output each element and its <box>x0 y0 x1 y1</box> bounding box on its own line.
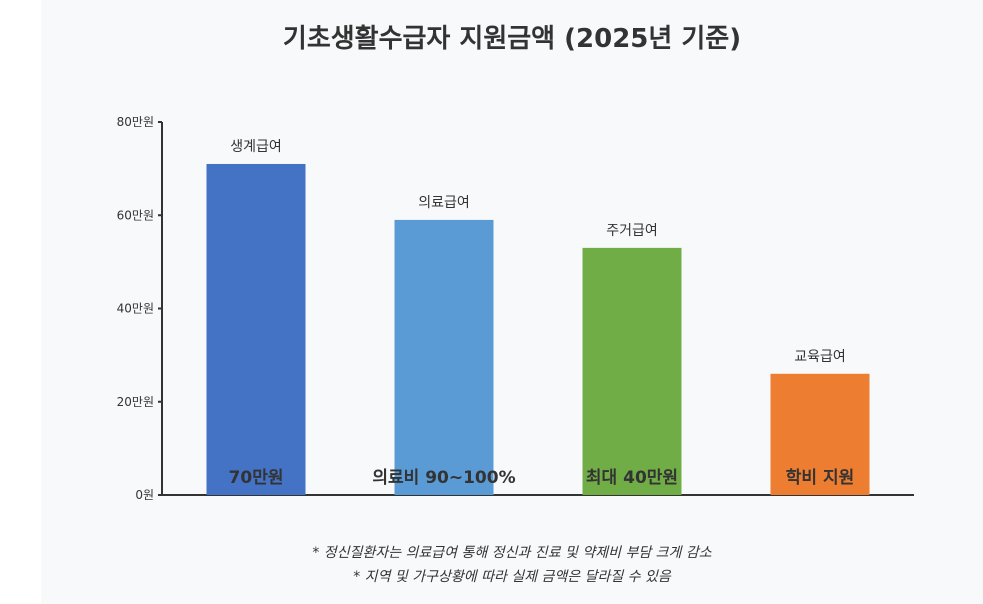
bar-value-label: 최대 40만원 <box>586 468 678 488</box>
y-tick-label: 80만원 <box>117 115 154 129</box>
category-label: 의료급여 <box>418 195 470 211</box>
bar-value-label: 의료비 90~100% <box>372 468 515 488</box>
bar <box>770 373 870 495</box>
chart-title: 기초생활수급자 지원금액 (2025년 기준) <box>282 24 742 54</box>
category-label: 주거급여 <box>606 223 658 239</box>
chart-panel <box>41 0 983 604</box>
y-tick-label: 20만원 <box>117 395 154 409</box>
footnote-1: * 정신질환자는 의료급여 통해 정신과 진료 및 약제비 부담 크게 감소 <box>312 545 712 561</box>
bar-value-label: 학비 지원 <box>786 468 854 488</box>
y-tick-label: 40만원 <box>117 302 154 316</box>
bar <box>582 247 682 495</box>
bar-value-label: 70만원 <box>229 468 284 488</box>
y-tick-label: 60만원 <box>117 208 154 222</box>
bar <box>206 163 306 495</box>
category-label: 교육급여 <box>794 349 846 365</box>
footnote-2: * 지역 및 가구상황에 따라 실제 금액은 달라질 수 있음 <box>353 569 671 585</box>
category-label: 생계급여 <box>230 139 282 155</box>
y-tick-label: 0원 <box>135 488 154 502</box>
bar <box>394 219 494 495</box>
